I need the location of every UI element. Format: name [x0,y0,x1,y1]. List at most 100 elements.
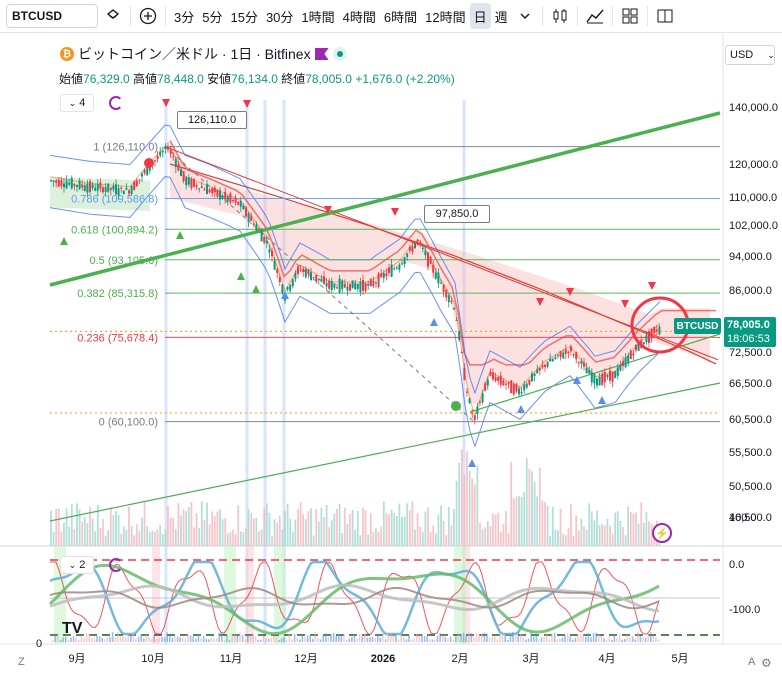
open-value: 76,329.0 [83,72,130,86]
chevron-down-icon[interactable] [512,3,538,29]
osc-histogram-bar [397,639,400,642]
top-toolbar: BTCUSD 3分 5分 15分 30分 1時間 4時間 6時間 12時間 日 … [0,0,782,33]
osc-histogram-bar [546,632,548,642]
timeframe-1w[interactable]: 週 [494,9,508,25]
timeframe-6h[interactable]: 6時間 [383,9,418,25]
candle-body [614,371,617,379]
indicators-icon[interactable] [582,3,608,29]
candle-body [252,223,255,226]
candle-body [583,362,585,367]
candle-body [260,230,263,242]
volume-bar [206,502,208,546]
volume-bar [486,521,489,546]
gear-icon[interactable]: ⚙ [761,656,772,670]
volume-bar [232,529,234,546]
volume-bar [575,515,578,546]
osc-histogram-bar [592,632,595,642]
candle-body [622,361,624,366]
volume-bar [68,526,71,546]
osc-histogram-bar [226,635,228,642]
candle-body [107,183,110,192]
candle-body [203,189,206,191]
candle-body [120,187,123,189]
volume-bar [237,505,240,546]
symbol-search[interactable]: BTCUSD [6,4,98,28]
volume-bar [393,513,396,546]
fib-label-3: 0.5 (93,105.0) [90,255,159,267]
candle-body [393,268,396,270]
candle-body [414,243,416,249]
timeframe-3m[interactable]: 3分 [174,9,195,25]
flag-icon[interactable] [314,48,329,60]
candle-body [570,346,572,352]
candle-body [99,182,102,189]
timeframe-4h[interactable]: 4時間 [342,9,376,25]
candle-body [169,149,172,154]
osc-histogram-bar [369,637,371,642]
osc-histogram-bar [286,639,288,642]
timeframe-1h[interactable]: 1時間 [301,9,335,25]
candle-body [117,188,120,196]
layout-icon[interactable] [652,3,678,29]
currency-select[interactable]: USD ⌄ [725,45,775,65]
timeframe-5m[interactable]: 5分 [202,9,223,25]
volume-bar [507,533,510,546]
templates-icon[interactable] [617,3,643,29]
osc-histogram-bar [288,634,291,642]
oscillator-toggle[interactable]: ⌄ 2 [60,556,94,574]
buy-marker [468,459,476,467]
candle-body [239,200,242,207]
osc-histogram-bar [499,634,501,642]
osc-left-label: 0 [36,638,42,650]
volume-bar [364,510,367,546]
candle-body [471,413,474,415]
osc-highlight-red-1 [152,546,160,644]
osc-histogram-bar [533,636,535,642]
indicators-toggle[interactable]: ⌄ 4 [60,94,94,112]
volume-bar [57,508,60,546]
volume-bar [492,513,494,546]
add-symbol-icon[interactable] [135,3,161,29]
timeframe-30m[interactable]: 30分 [265,9,294,25]
osc-histogram-bar [325,633,327,642]
osc-histogram-bar [319,639,322,642]
candle-body [206,184,208,195]
loading-icon [109,96,123,110]
volume-bar [187,506,190,546]
time-tick-label: 5月 [671,653,688,665]
osc-histogram-bar [184,637,187,642]
compare-icon[interactable] [100,3,126,29]
candle-body [346,286,349,291]
timeframe-15m[interactable]: 15分 [230,9,258,25]
timeframe-12h[interactable]: 12時間 [425,9,466,25]
alert-bolt-icon[interactable]: ⚡ [652,523,672,543]
timeframe-1d[interactable]: 日 [469,3,491,29]
osc-histogram-bar [104,638,106,642]
candle-body [419,242,422,244]
osc-histogram-bar [210,637,213,642]
sell-marker [243,100,251,108]
osc-histogram-bar [267,638,270,642]
price-chart[interactable]: 1 (126,110.0) 0.786 (109,586.8) 0.618 (100… [0,34,782,679]
candle-body [406,253,409,257]
osc-histogram-bar [408,635,410,642]
price-tick-label: 94,000.0 [729,251,772,263]
volume-bar [536,496,539,546]
volume-bar [260,529,263,546]
osc-histogram-bar [361,636,363,642]
candles-icon[interactable] [547,3,573,29]
osc-series-0 [50,561,660,635]
osc-histogram-bar [96,636,98,642]
volume-bar [94,531,97,546]
auto-scale-button[interactable]: A [748,656,756,668]
volume-bar [180,515,182,546]
zoom-reset-button[interactable]: Z [18,656,25,668]
price-tick-label: 86,000.0 [729,285,772,297]
candle-body [601,373,604,385]
candle-body [156,155,159,160]
osc-histogram-bar [366,637,369,642]
volume-bar [96,504,99,546]
fib-label-1: 0.786 (109,586.8) [71,193,158,205]
volume-bar [356,510,359,546]
volume-bar [109,507,112,546]
